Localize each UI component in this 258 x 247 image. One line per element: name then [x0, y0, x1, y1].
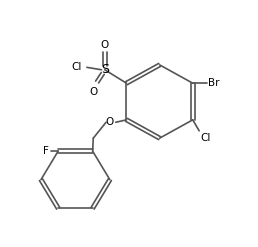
Text: O: O — [106, 117, 114, 127]
Text: O: O — [90, 87, 98, 97]
Text: F: F — [43, 146, 49, 156]
Text: Br: Br — [208, 78, 219, 88]
Text: Cl: Cl — [71, 62, 82, 72]
Text: Cl: Cl — [200, 133, 210, 143]
Text: S: S — [101, 63, 109, 76]
Text: O: O — [101, 40, 109, 50]
